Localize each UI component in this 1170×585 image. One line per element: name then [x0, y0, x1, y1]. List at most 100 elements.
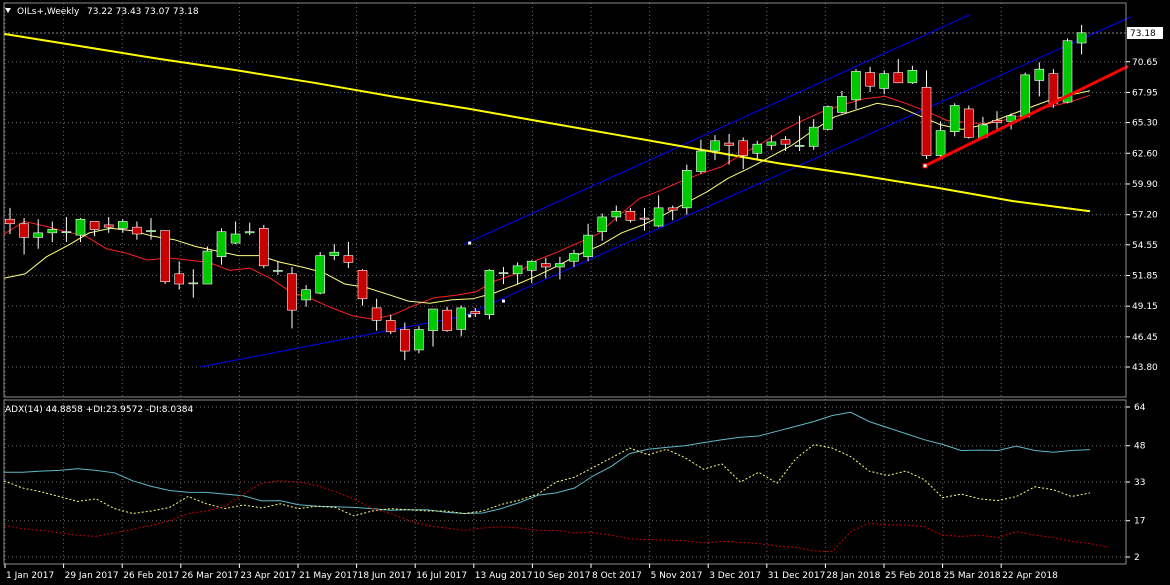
bull-candle-body — [766, 141, 777, 146]
candle — [329, 244, 340, 261]
channel-anchor — [468, 241, 472, 245]
indicator-axis: 64 48 33 17 2 — [1126, 403, 1146, 563]
candle — [160, 230, 170, 285]
current-price-label: 73.18 — [1130, 29, 1156, 39]
candle — [61, 216, 72, 242]
bear-candle-body — [470, 310, 481, 314]
bull-candle-body — [653, 207, 664, 227]
bull-candle-body — [949, 105, 960, 132]
price-tick-label: 62.60 — [1132, 149, 1158, 159]
candle — [1076, 24, 1087, 55]
candle — [484, 269, 495, 320]
indicator-label: ADX(14) 44.8858 +DI:23.9572 -DI:8.0384 — [5, 405, 194, 415]
bull-candle-body — [1076, 32, 1087, 44]
time-axis: 1 Jan 2017 29 Jan 2017 26 Feb 2017 26 Mar 2… — [4, 564, 1058, 581]
bull-candle-body — [230, 233, 241, 244]
candle — [949, 103, 960, 137]
candle — [822, 105, 833, 131]
candle — [681, 164, 692, 215]
bull-candle-body — [301, 289, 311, 301]
bull-candle-body — [456, 307, 467, 330]
time-tick-label: 22 Apr 2018 — [1002, 571, 1058, 581]
price-tick-label: 59.90 — [1132, 180, 1158, 190]
time-tick-label: 13 Aug 2017 — [475, 571, 533, 581]
bear-candle-body — [1048, 73, 1059, 104]
candle — [583, 223, 593, 262]
indicator-tick-label: 33 — [1134, 478, 1145, 488]
bull-candle-body — [837, 96, 847, 113]
bull-candle-body — [808, 126, 819, 147]
bear-candle-body — [371, 307, 382, 321]
bear-candle-body — [174, 273, 184, 285]
time-tick-label: 23 Apr 2017 — [240, 571, 296, 581]
candle — [75, 218, 86, 242]
candle — [343, 241, 354, 269]
candle — [879, 70, 890, 95]
candle — [118, 219, 128, 233]
candle — [301, 285, 311, 307]
price-axis: 70.65 67.95 65.30 62.60 59.90 57.20 54.55 51.85… — [1126, 27, 1163, 373]
candle — [456, 305, 467, 337]
bull-candle-body — [583, 234, 593, 258]
candle — [174, 261, 184, 290]
bull-candle-body — [752, 143, 763, 154]
time-tick-label: 25 Mar 2018 — [944, 571, 1001, 581]
candle — [752, 140, 763, 161]
candle — [625, 207, 636, 223]
bear-candle-body — [385, 320, 396, 333]
bear-candle-body — [357, 270, 368, 300]
candle — [258, 224, 269, 269]
candle — [724, 133, 734, 165]
candle — [202, 246, 213, 285]
bull-candle-body — [1020, 74, 1031, 118]
bull-candle-body — [879, 73, 890, 89]
time-tick-label: 3 Dec 2017 — [709, 571, 761, 581]
bear-candle-body — [893, 72, 904, 84]
bull-candle-body — [794, 145, 805, 147]
bull-candle-body — [907, 69, 918, 84]
main-pane-border — [3, 2, 1127, 398]
symbol-dropdown-icon[interactable] — [5, 8, 11, 13]
candle — [1034, 62, 1045, 97]
candle — [414, 326, 424, 354]
bull-candle-body — [47, 229, 58, 234]
candle — [371, 298, 382, 331]
candle — [287, 266, 297, 329]
candle — [540, 257, 551, 279]
candle — [132, 221, 142, 240]
candle — [893, 58, 904, 84]
bear-candle-body — [5, 218, 15, 225]
candle — [837, 90, 847, 114]
price-tick-label: 70.65 — [1132, 58, 1158, 68]
candle — [1020, 72, 1031, 118]
candle — [216, 228, 227, 265]
candle — [399, 322, 410, 361]
candle — [555, 256, 565, 280]
bull-candle-body — [1062, 40, 1073, 103]
ma-fast-line — [3, 94, 1091, 320]
time-tick-label: 31 Dec 2017 — [768, 571, 826, 581]
bear-candle-body — [442, 309, 452, 331]
bull-candle-body — [202, 250, 213, 285]
candle — [89, 221, 100, 237]
bear-candle-body — [540, 263, 551, 268]
indicator-tick-label: 48 — [1134, 442, 1146, 452]
bull-candle-body — [710, 140, 720, 152]
price-tick-label: 57.20 — [1132, 211, 1158, 221]
bear-candle-body — [992, 120, 1002, 123]
candles-layer — [5, 24, 1129, 361]
current-price-tag — [1127, 27, 1163, 39]
bear-candle-body — [103, 224, 114, 228]
price-tick-label: 49.15 — [1132, 302, 1158, 312]
bull-candle-body — [696, 150, 706, 172]
time-tick-label: 8 Oct 2017 — [592, 571, 642, 581]
candle — [597, 213, 608, 241]
candle — [696, 139, 706, 174]
candle — [794, 115, 805, 152]
channel-lower-line — [200, 315, 465, 368]
bull-candle-body — [851, 71, 861, 101]
channel-anchor — [502, 299, 505, 303]
candle — [5, 207, 15, 234]
bull-candle-body — [597, 216, 608, 233]
